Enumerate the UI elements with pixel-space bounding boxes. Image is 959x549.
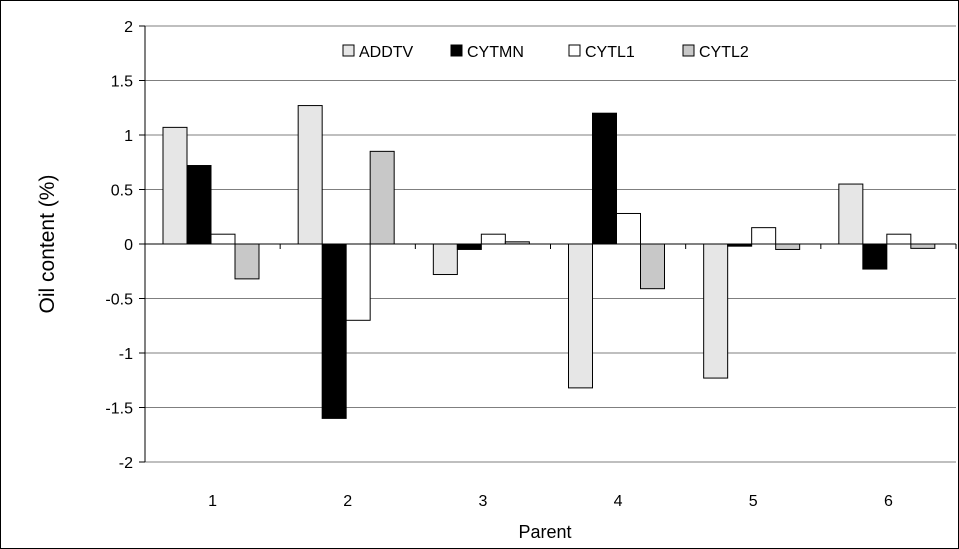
bar-addtv-6 [838, 183, 864, 245]
bar-cytl2-4 [640, 243, 665, 290]
legend-swatch-cytl2 [682, 44, 695, 57]
y-tick-label: 1 [124, 128, 133, 145]
bar-addtv-5 [703, 243, 729, 379]
bar-addtv-1 [162, 126, 188, 245]
y-tick-label: -1.5 [105, 401, 133, 418]
bar-cytl1-1 [210, 233, 236, 245]
bar-cytmn-4 [592, 112, 617, 245]
y-axis-label: Oil content (%) [36, 175, 59, 314]
bar-cytl2-2 [369, 150, 395, 245]
bar-cytl1-2 [345, 243, 371, 321]
bar-cytl2-6 [910, 243, 936, 249]
bar-cytl1-3 [480, 233, 506, 245]
bar-cytl1-5 [751, 227, 777, 245]
legend-label-cytmn: CYTMN [467, 44, 524, 61]
bar-cytl1-4 [616, 212, 641, 245]
y-tick-label: 0 [124, 237, 133, 254]
legend-label-cytl2: CYTL2 [699, 44, 749, 61]
bar-addtv-2 [297, 105, 323, 245]
bar-cytmn-3 [456, 243, 482, 250]
legend-label-cytl1: CYTL1 [585, 44, 635, 61]
y-tick-label: -0.5 [105, 292, 133, 309]
bar-addtv-4 [568, 243, 593, 389]
bar-cytl2-1 [234, 243, 260, 280]
legend-label-addtv: ADDTV [359, 44, 414, 61]
legend: ADDTV CYTMN CYTL1 CYTL2 [342, 44, 749, 61]
axes [139, 25, 957, 463]
y-tick-label: -2 [119, 455, 133, 472]
legend-swatch-cytmn [450, 44, 463, 57]
y-tick-label: -1 [119, 346, 133, 363]
y-tick-labels: 2 1.5 1 0.5 0 -0.5 -1 -1.5 -2 [105, 19, 133, 472]
x-tick-label: 3 [478, 493, 487, 510]
x-axis-label: Parent [518, 522, 571, 542]
x-tick-label: 1 [208, 493, 217, 510]
x-tick-label: 4 [614, 493, 623, 510]
y-tick-label: 2 [124, 19, 133, 36]
x-tick-label: 6 [884, 493, 893, 510]
x-tick-labels: 1 2 3 4 5 6 [208, 493, 893, 510]
bar-addtv-3 [432, 243, 458, 276]
bar-cytmn-2 [321, 243, 347, 419]
bar-cytmn-1 [186, 165, 212, 245]
y-tick-label: 1.5 [111, 74, 133, 91]
legend-swatch-cytl1 [568, 44, 581, 57]
x-tick-label: 2 [343, 493, 352, 510]
y-tick-label: 0.5 [111, 183, 133, 200]
gridlines [145, 25, 956, 463]
legend-swatch-addtv [342, 44, 355, 57]
x-tick-label: 5 [749, 493, 758, 510]
bar-cytl2-5 [775, 243, 801, 250]
bar-cytl1-6 [886, 233, 912, 245]
bar-cytmn-6 [862, 243, 888, 270]
bars [162, 105, 936, 419]
